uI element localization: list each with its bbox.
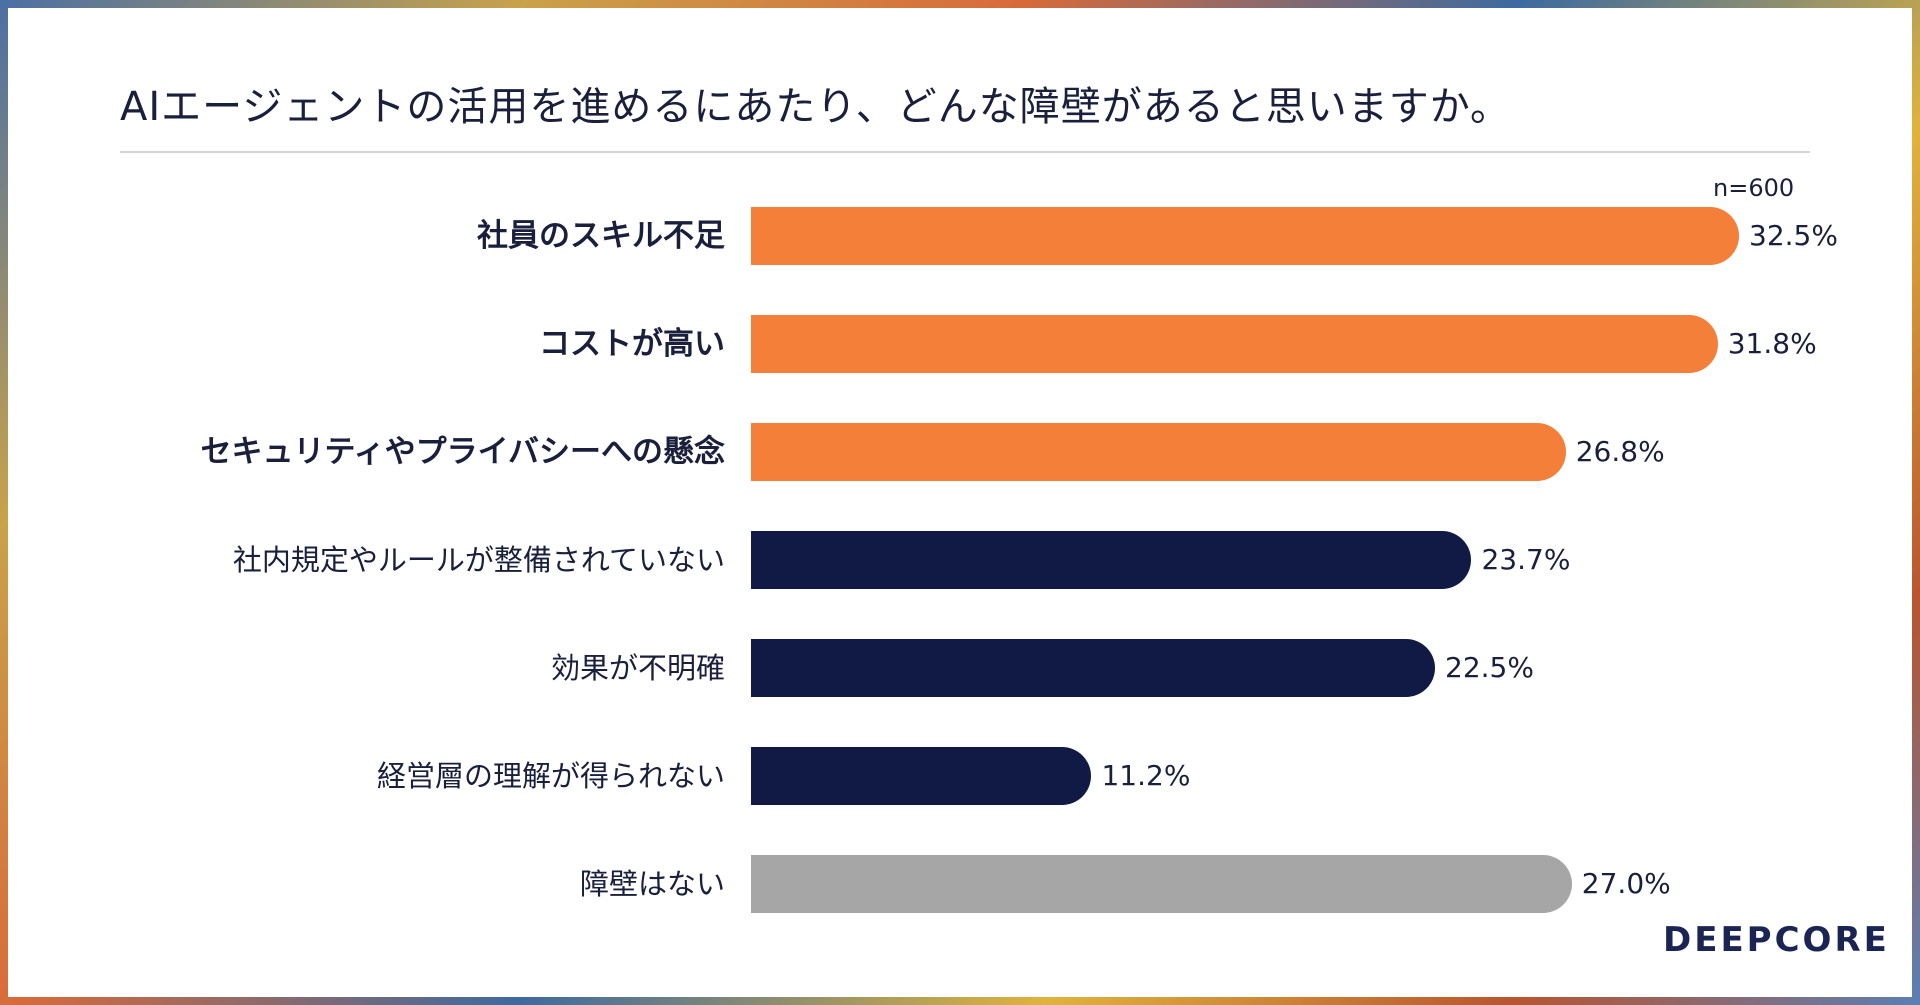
bar <box>751 315 1718 373</box>
brand-logo: DEEPCORE <box>1663 920 1890 960</box>
bar-value-label: 26.8% <box>1575 435 1665 468</box>
bar <box>751 855 1572 913</box>
bar-category-label: コストが高い <box>539 326 725 362</box>
bar <box>751 423 1566 481</box>
bar-row: 障壁はない 27.0% <box>8 855 1912 913</box>
sample-size-label: n=600 <box>1713 174 1795 202</box>
bar <box>751 639 1435 697</box>
bar-value-label: 11.2% <box>1101 759 1191 792</box>
bar-category-label: 経営層の理解が得られない <box>376 759 725 793</box>
bar-category-label: 効果が不明確 <box>550 651 725 685</box>
bar <box>751 207 1739 265</box>
bar-value-label: 23.7% <box>1481 543 1571 576</box>
bar-row: 効果が不明確 22.5% <box>8 639 1912 697</box>
bar-value-label: 31.8% <box>1727 327 1817 360</box>
bar-value-label: 32.5% <box>1749 219 1838 252</box>
bar <box>751 747 1092 805</box>
chart-title: AIエージェントの活用を進めるにあたり、どんな障壁があると思いますか。 <box>120 84 1511 130</box>
bar-row: 社員のスキル不足 32.5% <box>8 207 1912 265</box>
chart-card: AIエージェントの活用を進めるにあたり、どんな障壁があると思いますか。 n=60… <box>8 8 1912 997</box>
bar-row: コストが高い 31.8% <box>8 315 1912 373</box>
bar-category-label: 社員のスキル不足 <box>477 218 725 254</box>
bar-category-label: 社内規定やルールが整備されていない <box>232 543 725 577</box>
bar <box>751 531 1472 589</box>
bar-row: 社内規定やルールが整備されていない 23.7% <box>8 531 1912 589</box>
bar-row: 経営層の理解が得られない 11.2% <box>8 747 1912 805</box>
bar-value-label: 22.5% <box>1445 651 1534 684</box>
title-divider <box>120 151 1810 153</box>
bar-row: セキュリティやプライバシーへの懸念 26.8% <box>8 423 1912 481</box>
bar-value-label: 27.0% <box>1581 867 1671 900</box>
bar-category-label: 障壁はない <box>579 867 725 901</box>
bar-category-label: セキュリティやプライバシーへの懸念 <box>200 434 725 470</box>
